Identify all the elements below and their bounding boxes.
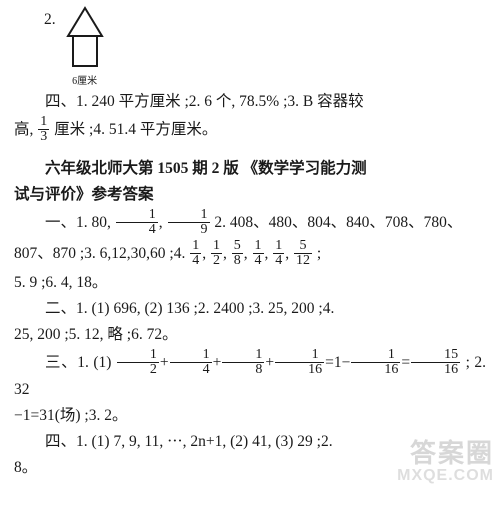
b2-line1: 一、1. 80, 14, 19 2. 408、480、804、840、708、7… <box>14 209 486 238</box>
b2-line9: 8。 <box>14 456 486 480</box>
b2-line8: 四、1. (1) 7, 9, 11, ⋯, 2n+1, (2) 41, (3) … <box>14 430 486 454</box>
house-body <box>73 36 97 66</box>
b2-line6: 三、1. (1) 12+14+18+116=1−116=1516 ; 2. 32 <box>14 349 486 402</box>
frac-5-8: 58 <box>232 239 243 268</box>
b1-line2-a: 高, <box>14 121 37 138</box>
b2-l2-b: ; <box>313 245 321 262</box>
frac-1-16b: 116 <box>351 348 400 377</box>
b2-line3: 5. 9 ;6. 4, 18。 <box>14 271 486 295</box>
frac-1-4b: 14 <box>190 239 201 268</box>
frac-1-2: 12 <box>211 239 222 268</box>
b2-l2-a: 807、870 ;3. 6,12,30,60 ;4. <box>14 245 189 262</box>
frac-1-16a: 116 <box>275 348 324 377</box>
b1-line1-text: 四、1. 240 平方厘米 ;2. 6 个, 78.5% ;3. B 容器较 <box>45 93 364 110</box>
house-roof <box>68 8 102 36</box>
house-width-label: 6厘米 <box>62 74 108 90</box>
b2-line5: 25, 200 ;5. 12, 略 ;6. 72。 <box>14 323 486 347</box>
b2-l1-c: 2. 408、480、804、840、708、780、 <box>211 214 463 231</box>
frac-1-8: 18 <box>222 348 264 377</box>
frac-1-4c: 14 <box>253 239 264 268</box>
b2-line4: 二、1. (1) 696, (2) 136 ;2. 2400 ;3. 25, 2… <box>14 297 486 321</box>
issue-header-l1: 六年级北师大第 1505 期 2 版 《数学学习能力测 <box>14 157 486 181</box>
question-2-row: 2. 6厘米 <box>14 8 486 90</box>
b2-l1-b: , <box>159 214 167 231</box>
b2-line7: −1=31(场) ;3. 2。 <box>14 404 486 428</box>
b1-line2-b: 厘米 ;4. 51.4 平方厘米。 <box>50 121 217 138</box>
house-figure-wrap: 6厘米 <box>62 8 108 90</box>
section-gap <box>14 147 486 157</box>
b2-line2: 807、870 ;3. 6,12,30,60 ;4. 14, 12, 58, 1… <box>14 240 486 269</box>
frac-1-4a: 14 <box>116 208 158 237</box>
frac-15-16: 1516 <box>411 348 460 377</box>
frac-1-4d: 14 <box>273 239 284 268</box>
house-icon <box>62 6 108 68</box>
frac-1-3: 13 <box>38 115 49 144</box>
frac-1-9: 19 <box>168 208 210 237</box>
frac-1-4e: 14 <box>170 348 212 377</box>
b1-line1: 四、1. 240 平方厘米 ;2. 6 个, 78.5% ;3. B 容器较 <box>14 90 486 114</box>
frac-5-12: 512 <box>294 239 312 268</box>
question-2-number: 2. <box>44 8 56 32</box>
b2-l6-a: 三、1. (1) <box>45 354 116 371</box>
frac-1-2b: 12 <box>117 348 159 377</box>
issue-header-l2: 试与评价》参考答案 <box>14 183 486 207</box>
b1-line2: 高, 13 厘米 ;4. 51.4 平方厘米。 <box>14 116 486 145</box>
document-page: 2. 6厘米 四、1. 240 平方厘米 ;2. 6 个, 78.5% ;3. … <box>0 0 500 490</box>
b2-l1-a: 一、1. 80, <box>45 214 115 231</box>
